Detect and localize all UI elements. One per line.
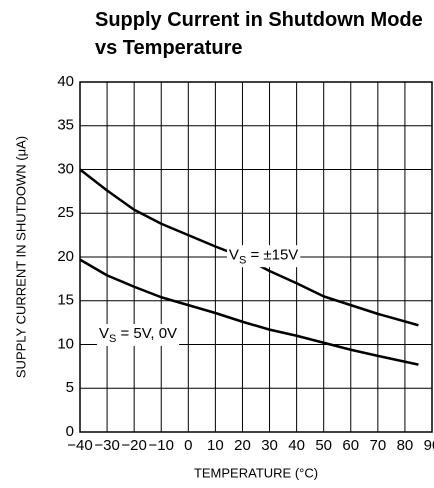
x-tick-label: 0 xyxy=(184,437,192,454)
label-main: V xyxy=(229,246,239,263)
series-line xyxy=(79,258,419,366)
chart-title: Supply Current in Shutdown Mode xyxy=(95,9,423,31)
label-rest: = ±15V xyxy=(246,246,298,263)
y-tick-label: 30 xyxy=(57,160,74,177)
label-background xyxy=(226,245,301,268)
x-tick-label: 50 xyxy=(315,437,332,454)
y-tick-label: 25 xyxy=(57,204,74,221)
series-label: VS = ±15V xyxy=(229,246,298,266)
x-tick-label: 30 xyxy=(261,437,278,454)
plot-frame xyxy=(79,81,433,433)
x-tick-label: −20 xyxy=(121,437,146,454)
x-tick-label: 80 xyxy=(397,437,414,454)
y-tick-label: 20 xyxy=(57,248,74,265)
chart-title: vs Temperature xyxy=(95,37,242,59)
label-main: V xyxy=(99,325,109,342)
x-tick-label: −40 xyxy=(67,437,92,454)
y-tick-label: 5 xyxy=(66,379,74,396)
label-rest: = 5V, 0V xyxy=(116,325,177,342)
label-background xyxy=(96,323,180,346)
y-tick-label: 35 xyxy=(57,117,74,134)
label-sub: S xyxy=(239,254,246,266)
x-tick-label: 90 xyxy=(424,437,434,454)
x-tick-label: 20 xyxy=(234,437,251,454)
y-tick-label: 0 xyxy=(66,423,74,440)
series-label: VS = 5V, 0V xyxy=(99,325,177,345)
x-tick-label: 40 xyxy=(288,437,305,454)
y-tick-label: 40 xyxy=(57,73,74,90)
x-axis-label: TEMPERATURE (°C) xyxy=(194,465,318,480)
x-tick-label: −30 xyxy=(94,437,119,454)
label-sub: S xyxy=(109,333,116,345)
x-tick-label: 10 xyxy=(207,437,224,454)
y-tick-label: 15 xyxy=(57,292,74,309)
x-tick-label: −10 xyxy=(149,437,174,454)
x-tick-label: 60 xyxy=(342,437,359,454)
x-tick-label: 70 xyxy=(370,437,387,454)
y-tick-label: 10 xyxy=(57,335,74,352)
y-axis-label: SUPPLY CURRENT IN SHUTDOWN (μA) xyxy=(13,136,28,378)
